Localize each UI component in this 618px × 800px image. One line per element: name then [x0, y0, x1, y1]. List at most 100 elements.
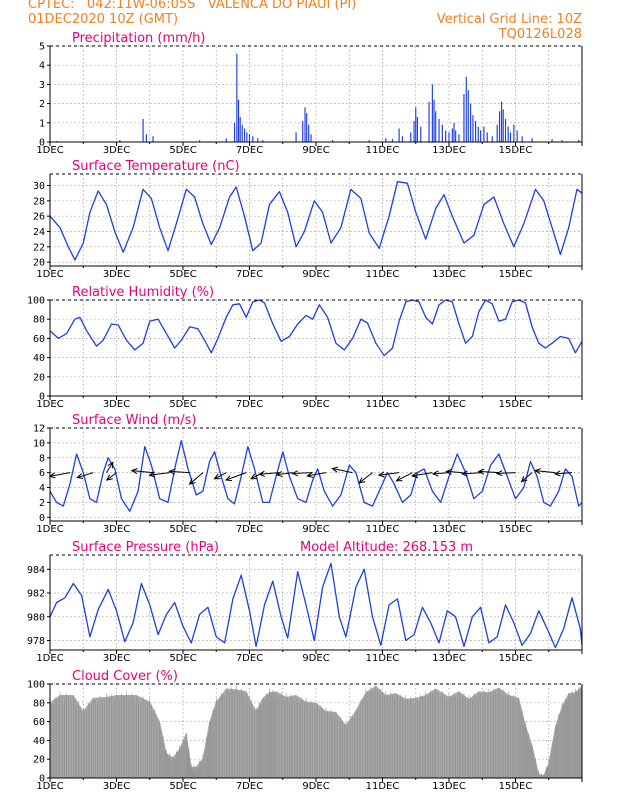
- precip-bar: [420, 126, 422, 142]
- wind-vector-head: [106, 474, 113, 481]
- wind-vector-head: [107, 461, 114, 469]
- x-tick-label: 15DEC: [499, 524, 533, 535]
- y-tick-label: 4: [39, 483, 45, 494]
- y-tick-label: 80: [33, 698, 45, 709]
- y-tick-label: 40: [33, 353, 45, 364]
- precip-bar: [496, 124, 498, 142]
- x-tick-label: 15DEC: [499, 399, 533, 410]
- wind-vector: [49, 472, 71, 477]
- precip-bar: [252, 136, 254, 142]
- precip-bar: [475, 120, 477, 142]
- precip-bar: [458, 134, 460, 142]
- x-tick-label: 11DEC: [366, 145, 400, 156]
- precip-bar: [332, 140, 334, 142]
- precip-bar: [302, 120, 304, 142]
- precip-bar: [477, 126, 479, 142]
- x-tick-label: 9DEC: [302, 524, 329, 535]
- x-tick-label: 13DEC: [432, 524, 466, 535]
- y-tick-label: 4: [39, 61, 45, 72]
- x-tick-label: 1DEC: [36, 653, 63, 664]
- wind-vector: [189, 472, 204, 485]
- y-tick-label: 28: [33, 196, 45, 207]
- cloud-panel: 0 20 40 60 80 100 1DEC 3DEC 5DEC 7DEC 9DEC 11DEC 13D…: [27, 669, 583, 792]
- precip-bar: [225, 138, 227, 142]
- precip-bar: [448, 132, 450, 142]
- wind-vector: [521, 472, 533, 483]
- wind-vector: [169, 470, 190, 474]
- precip-bar: [310, 134, 312, 142]
- wind-vector: [225, 472, 247, 481]
- wind-vector-head: [431, 470, 439, 477]
- precip-bar: [433, 99, 435, 142]
- wind-vector-head: [553, 470, 561, 477]
- wind-vector: [433, 472, 450, 475]
- wind-vector: [496, 472, 516, 474]
- wind-vector: [478, 470, 499, 474]
- y-tick-label: 0: [39, 138, 45, 149]
- wind-vector-head: [250, 473, 258, 480]
- wind-vector: [77, 472, 94, 479]
- precip-bar: [509, 132, 512, 142]
- y-tick-label: 984: [27, 565, 45, 576]
- precip-bar: [243, 128, 246, 142]
- precip-bar: [491, 136, 493, 142]
- wind-vector: [131, 470, 154, 474]
- y-tick-label: 60: [33, 717, 45, 728]
- precip-bar: [385, 138, 387, 142]
- y-tick-label: 12: [33, 424, 45, 435]
- x-tick-label: 11DEC: [366, 269, 400, 280]
- wind-vector-head: [213, 473, 221, 480]
- precip-bar: [502, 109, 504, 142]
- y-tick-label: 0: [39, 392, 45, 403]
- wind-title: Surface Wind (m/s): [72, 413, 196, 428]
- precip-bar: [262, 140, 264, 142]
- wind-vector: [292, 472, 313, 474]
- x-tick-label: 13DEC: [432, 781, 466, 792]
- precip-bar: [295, 132, 297, 142]
- y-tick-label: 8: [39, 453, 45, 464]
- wind-vector: [378, 472, 400, 476]
- y-tick-label: 980: [27, 612, 45, 623]
- precip-bar: [483, 126, 485, 142]
- x-tick-label: 7DEC: [236, 269, 263, 280]
- y-tick-label: 2: [39, 498, 45, 509]
- temp-line: [49, 181, 583, 261]
- wind-vector: [276, 472, 293, 476]
- y-tick-label: 6: [39, 468, 45, 479]
- wind-vector-head: [291, 470, 299, 477]
- x-tick-label: 1DEC: [36, 524, 63, 535]
- x-tick-label: 5DEC: [169, 653, 196, 664]
- wind-line: [49, 439, 583, 512]
- x-tick-label: 3DEC: [103, 524, 130, 535]
- header-grid-note: Vertical Grid Line: 10Z: [436, 12, 582, 27]
- precip-bar: [142, 118, 144, 142]
- precip-bar: [445, 130, 447, 142]
- precip-bar: [513, 124, 515, 142]
- precip-bar: [413, 120, 415, 142]
- x-tick-label: 5DEC: [169, 269, 196, 280]
- precip-panel: 0 1 2 3 4 5 1DEC 3DEC 5DEC 7DEC 9DEC 11DEC 13DEC 15DE…: [36, 31, 583, 156]
- wind-vector: [106, 472, 117, 481]
- x-tick-label: 3DEC: [103, 399, 130, 410]
- y-tick-label: 3: [39, 80, 45, 91]
- precip-bar: [507, 126, 509, 142]
- x-tick-label: 5DEC: [169, 781, 196, 792]
- x-tick-label: 1DEC: [36, 145, 63, 156]
- y-tick-label: 40: [33, 736, 45, 747]
- precip-bar: [304, 107, 306, 142]
- precip-bar: [486, 132, 488, 142]
- x-tick-label: 11DEC: [366, 524, 400, 535]
- precip-bar: [516, 130, 518, 142]
- precip-bar: [233, 122, 236, 142]
- precip-bar: [551, 139, 553, 142]
- rh-panel: 0 20 40 60 80 100 1DEC 3DEC 5DEC 7DEC 9DEC 11DEC 13D…: [27, 285, 583, 410]
- precip-bar: [455, 130, 457, 142]
- x-tick-label: 9DEC: [302, 145, 329, 156]
- precip-title: Precipitation (mm/h): [72, 31, 205, 46]
- precip-bar: [435, 111, 437, 142]
- precip-bar: [145, 134, 148, 142]
- pres-line: [49, 562, 583, 649]
- precip-bar: [441, 124, 443, 142]
- precip-bar: [465, 76, 467, 142]
- precip-bar: [438, 118, 440, 142]
